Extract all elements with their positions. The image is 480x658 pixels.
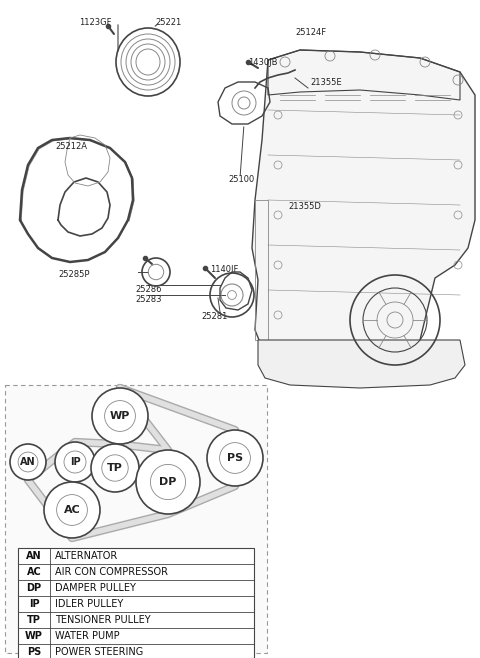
Text: 25281: 25281 <box>202 312 228 321</box>
Text: IP: IP <box>70 457 80 467</box>
Text: WP: WP <box>110 411 130 421</box>
Circle shape <box>91 444 139 492</box>
Text: 25212A: 25212A <box>55 142 87 151</box>
Text: AC: AC <box>26 567 41 577</box>
Text: 25285P: 25285P <box>59 270 90 279</box>
Text: DAMPER PULLEY: DAMPER PULLEY <box>55 583 136 593</box>
Text: 25221: 25221 <box>155 18 181 27</box>
Text: 25100: 25100 <box>228 175 254 184</box>
Text: 25283: 25283 <box>135 295 161 304</box>
Text: TP: TP <box>107 463 123 473</box>
Polygon shape <box>258 340 465 388</box>
Circle shape <box>10 444 46 480</box>
Text: 1123GF: 1123GF <box>80 18 112 27</box>
Text: TENSIONER PULLEY: TENSIONER PULLEY <box>55 615 151 625</box>
Text: PS: PS <box>27 647 41 657</box>
Text: POWER STEERING: POWER STEERING <box>55 647 143 657</box>
Text: WP: WP <box>25 631 43 641</box>
FancyBboxPatch shape <box>18 548 254 658</box>
Circle shape <box>207 430 263 486</box>
Text: 21355D: 21355D <box>288 202 321 211</box>
Text: AC: AC <box>64 505 80 515</box>
Text: WATER PUMP: WATER PUMP <box>55 631 120 641</box>
Text: ALTERNATOR: ALTERNATOR <box>55 551 118 561</box>
Circle shape <box>44 482 100 538</box>
Text: 25286: 25286 <box>135 285 161 294</box>
Polygon shape <box>252 50 475 382</box>
Circle shape <box>136 450 200 514</box>
Circle shape <box>55 442 95 482</box>
Text: AN: AN <box>26 551 42 561</box>
Text: 1430JB: 1430JB <box>248 58 277 67</box>
Text: TP: TP <box>27 615 41 625</box>
Circle shape <box>92 388 148 444</box>
Text: DP: DP <box>26 583 42 593</box>
FancyBboxPatch shape <box>5 385 267 653</box>
Text: 25124F: 25124F <box>295 28 326 37</box>
Text: IDLER PULLEY: IDLER PULLEY <box>55 599 123 609</box>
Text: AIR CON COMPRESSOR: AIR CON COMPRESSOR <box>55 567 168 577</box>
Text: DP: DP <box>159 477 177 487</box>
Text: IP: IP <box>29 599 39 609</box>
Text: 1140JF: 1140JF <box>210 265 239 274</box>
Text: PS: PS <box>227 453 243 463</box>
Text: 21355E: 21355E <box>310 78 342 87</box>
Text: AN: AN <box>20 457 36 467</box>
